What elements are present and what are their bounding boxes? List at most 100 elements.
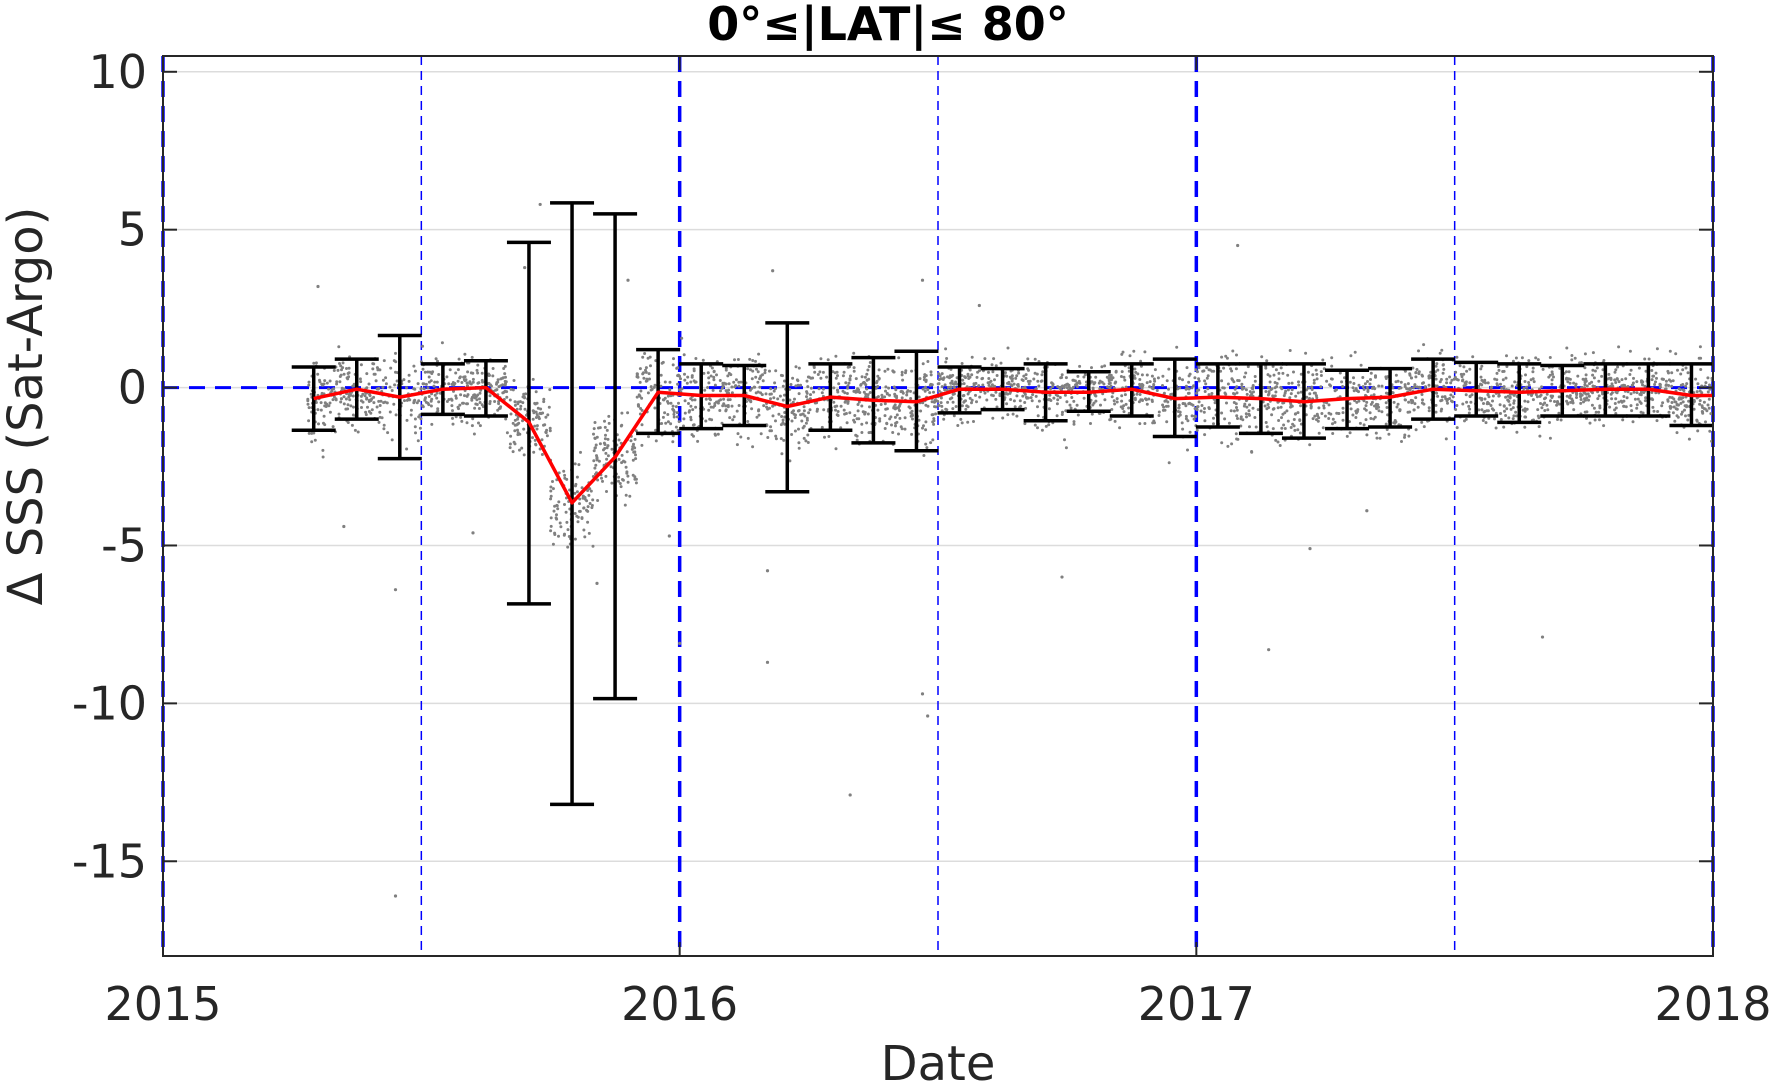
scatter-point: [593, 466, 597, 470]
scatter-point: [993, 378, 996, 382]
scatter-point: [503, 383, 507, 387]
scatter-point: [974, 393, 977, 397]
scatter-point: [367, 410, 371, 413]
scatter-point: [1283, 391, 1287, 395]
scatter-point: [1144, 397, 1147, 401]
scatter-point: [1094, 375, 1098, 379]
outlier-point: [1365, 509, 1369, 513]
scatter-point: [1197, 379, 1201, 383]
scatter-point: [1393, 419, 1397, 422]
scatter-point: [463, 394, 466, 398]
scatter-point: [853, 414, 857, 417]
scatter-point: [466, 402, 469, 406]
scatter-point: [317, 422, 320, 426]
scatter-point: [1177, 406, 1181, 410]
scatter-point: [692, 379, 696, 383]
scatter-point: [812, 366, 816, 369]
scatter-point: [1121, 350, 1125, 354]
scatter-point: [1286, 388, 1290, 392]
scatter-point: [1565, 399, 1569, 403]
scatter-point: [822, 408, 826, 412]
scatter-point: [1568, 381, 1572, 385]
scatter-point: [1322, 404, 1326, 408]
scatter-point: [619, 424, 623, 428]
scatter-point: [1247, 412, 1251, 416]
scatter-point: [463, 352, 467, 356]
scatter-point: [1444, 437, 1448, 441]
scatter-point: [1108, 373, 1111, 377]
scatter-point: [1100, 365, 1104, 369]
scatter-point: [923, 373, 927, 377]
scatter-point: [719, 389, 722, 393]
scatter-point: [378, 404, 382, 407]
scatter-point: [1327, 411, 1331, 415]
scatter-point: [1635, 391, 1639, 395]
scatter-point: [1694, 377, 1698, 381]
scatter-point: [1364, 393, 1367, 397]
scatter-point: [819, 357, 823, 361]
scatter-point: [660, 422, 664, 425]
scatter-point: [1161, 374, 1165, 378]
scatter-point: [423, 370, 427, 374]
scatter-point: [1280, 416, 1283, 420]
scatter-point: [1026, 357, 1030, 361]
scatter-point: [1319, 370, 1323, 374]
scatter-point: [1607, 372, 1611, 376]
scatter-point: [633, 437, 637, 441]
scatter-point: [1465, 400, 1469, 404]
scatter-point: [564, 510, 568, 514]
scatter-point: [1434, 410, 1438, 414]
scatter-point: [837, 382, 841, 386]
scatter-point: [1247, 409, 1251, 413]
scatter-point: [940, 377, 944, 381]
scatter-point: [534, 390, 538, 394]
scatter-point: [1286, 419, 1290, 423]
scatter-point: [1414, 396, 1418, 400]
scatter-point: [805, 391, 809, 395]
scatter-point: [1704, 381, 1708, 385]
scatter-point: [1671, 411, 1675, 415]
scatter-point: [648, 355, 652, 359]
scatter-point: [1512, 393, 1516, 397]
scatter-point: [924, 378, 928, 382]
scatter-point: [389, 366, 393, 370]
scatter-point: [975, 400, 978, 404]
scatter-point: [1253, 379, 1257, 383]
scatter-point: [937, 372, 941, 376]
scatter-point: [1359, 363, 1363, 367]
scatter-point: [827, 435, 831, 438]
scatter-point: [609, 465, 613, 469]
scatter-point: [1244, 371, 1248, 375]
scatter-point: [1536, 408, 1540, 412]
scatter-point: [876, 395, 880, 399]
scatter-point: [1415, 368, 1419, 371]
scatter-point: [1341, 406, 1345, 410]
scatter-point: [943, 388, 947, 392]
outlier-point: [393, 894, 398, 898]
scatter-point: [365, 397, 369, 401]
scatter-point: [1617, 380, 1621, 384]
scatter-point: [674, 405, 678, 409]
scatter-point: [917, 418, 921, 422]
scatter-point: [1311, 417, 1315, 421]
scatter-point: [1264, 390, 1268, 393]
scatter-point: [1220, 411, 1224, 415]
scatter-point: [644, 379, 648, 383]
scatter-point: [1288, 396, 1292, 400]
scatter-point: [897, 356, 901, 360]
scatter-point: [1114, 369, 1118, 373]
scatter-point: [1442, 367, 1446, 371]
scatter-point: [707, 402, 711, 406]
scatter-point: [940, 372, 944, 376]
scatter-point: [991, 416, 995, 420]
scatter-point: [1524, 373, 1527, 377]
scatter-point: [792, 409, 795, 413]
scatter-point: [737, 380, 741, 384]
scatter-point: [1338, 371, 1342, 375]
scatter-point: [1681, 400, 1685, 404]
scatter-point: [323, 423, 327, 427]
scatter-point: [1075, 403, 1079, 407]
scatter-point: [1244, 388, 1248, 392]
y-tick-label: 10: [88, 45, 147, 99]
scatter-point: [712, 378, 716, 382]
